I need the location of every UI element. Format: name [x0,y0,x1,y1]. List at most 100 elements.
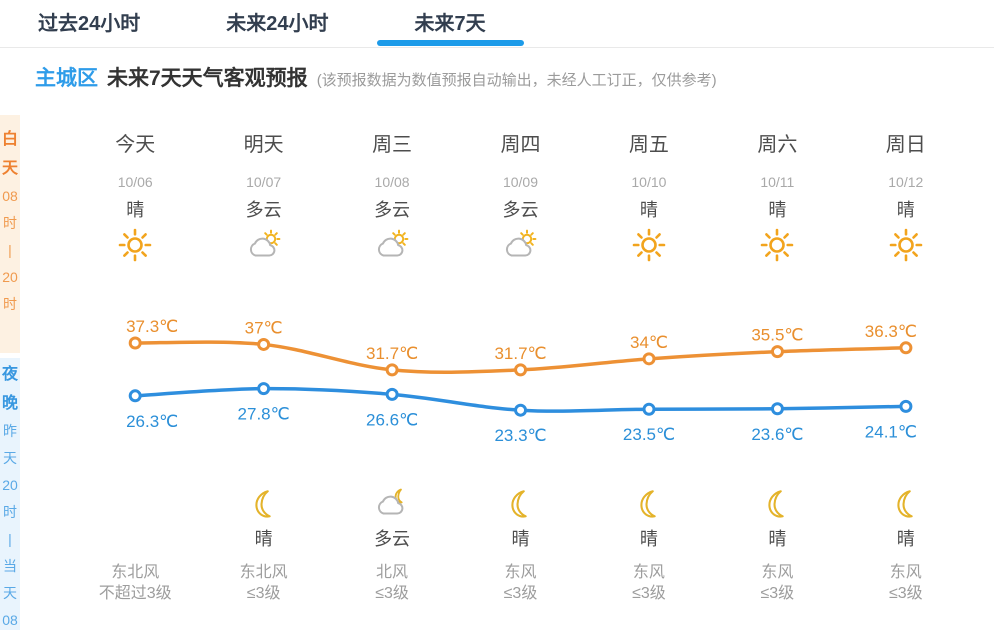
day-condition: 多云 [245,200,282,220]
day-name: 周四 [500,134,541,156]
high-temp-point [128,336,142,350]
day-icon-slot [842,225,970,265]
day-icon-slot [328,225,456,265]
night-condition: 晴 [768,529,787,549]
cloud-sun-icon [249,229,281,257]
low-temp-label: 23.3℃ [494,426,546,445]
day-condition: 晴 [768,200,787,220]
day-name: 今天 [115,134,156,156]
day-date: 10/07 [246,174,282,190]
night-column [71,483,199,552]
day-condition: 晴 [896,200,915,220]
night-icon-slot [585,483,713,521]
tab-next-24h[interactable]: 未来24小时 [226,13,329,35]
wind-column: 北风 ≤3级 [328,562,456,604]
night-column: 晴 [842,483,970,552]
wind-direction: 北风 [376,564,409,581]
night-column: 晴 [585,483,713,552]
tab-next-7days[interactable]: 未来7天 [376,7,524,46]
wind-column: 东风 ≤3级 [456,562,584,604]
night-column: 晴 [713,483,841,552]
day-name: 周日 [885,134,926,156]
low-temp-label: 26.3℃ [126,412,178,431]
high-temp-label: 36.3℃ [865,322,917,341]
low-temp-point [385,387,399,401]
day-condition: 多云 [374,200,411,220]
low-temp-label: 24.1℃ [865,422,917,441]
sidebar-night-strip: 夜晚昨天 20 时 | 当天 08 [0,358,20,630]
night-condition-row: 晴 多云 晴 晴 晴 晴 [71,483,970,552]
night-condition: 晴 [896,529,915,549]
wind-direction: 东北风 [111,564,160,581]
day-icon-slot [71,225,199,265]
low-temp-point [770,402,784,416]
high-temp-label: 37℃ [245,318,283,337]
day-icon-slot [585,225,713,265]
high-temp-point [642,352,656,366]
day-column: 周三 10/08 多云 [328,130,456,265]
low-temp-point [257,382,271,396]
low-temp-point [128,389,142,403]
moon-icon [640,490,656,518]
night-icon-slot [328,483,456,521]
high-temp-point [385,363,399,377]
wind-level: ≤3级 [375,585,409,602]
wind-direction: 东风 [761,564,794,581]
sun-icon [889,228,923,262]
high-temp-point [770,345,784,359]
wind-direction: 东北风 [239,564,288,581]
night-column: 多云 [328,483,456,552]
sun-icon [761,228,794,262]
wind-level: ≤3级 [503,585,538,602]
day-icon-slot [713,225,841,265]
day-date: 10/09 [502,174,539,190]
night-column: 晴 [199,483,327,552]
wind-direction: 东风 [889,564,922,581]
cloud-sun-icon [506,229,537,257]
night-icon-slot [199,483,327,521]
wind-column: 东风 ≤3级 [585,562,713,604]
wind-column: 东北风 ≤3级 [199,562,327,604]
day-date: 10/12 [888,174,924,190]
night-condition: 晴 [511,529,530,549]
wind-direction: 东风 [504,564,537,581]
wind-level: ≤3级 [246,585,281,602]
moon-icon [511,490,528,518]
disclaimer-note: (该预报数据为数值预报自动输出，未经人工订正，仅供参考) [316,72,717,89]
region-label: 主城区 [35,67,98,90]
day-column: 周六 10/11 晴 [713,130,841,265]
low-temp-label: 26.6℃ [366,410,418,429]
low-temp-point [642,402,656,416]
night-condition: 晴 [639,529,658,549]
wind-level: ≤3级 [760,585,795,602]
day-name: 周五 [628,134,669,156]
sun-icon [632,228,666,262]
tab-past-24h[interactable]: 过去24小时 [38,13,141,35]
day-header-row: 今天 10/06 晴 明天 10/07 多云 周三 10/08 多云 周四 10… [71,130,970,265]
night-condition: 晴 [254,529,273,549]
low-temp-point [514,403,528,417]
cloud-moon-icon [378,488,404,515]
high-temp-label: 34℃ [630,333,668,352]
wind-row: 东北风 不超过3级 东北风 ≤3级 北风 ≤3级 东风 ≤3级 东风 ≤3级 东… [71,562,970,604]
night-icon-slot [456,483,584,521]
wind-level: ≤3级 [888,585,923,602]
wind-direction: 东风 [632,564,665,581]
wind-level: 不超过3级 [98,585,172,602]
night-column: 晴 [456,483,584,552]
wind-column: 东北风 不超过3级 [71,562,199,604]
day-column: 周日 10/12 晴 [842,130,970,265]
wind-column: 东风 ≤3级 [713,562,841,604]
day-date: 10/11 [760,174,795,190]
day-column: 明天 10/07 多云 [199,130,327,265]
temperature-chart: 37.3℃ 37℃ 31.7℃ 31.7℃ 34℃ 35.5℃ 36.3℃ 26.3℃ 27.8… [126,317,917,445]
day-date: 10/08 [374,174,410,190]
low-temp-label: 27.8℃ [238,405,290,424]
cloud-sun-icon [378,229,409,257]
moon-icon [255,490,271,518]
high-temp-point [257,337,271,351]
night-icon-slot [842,483,970,521]
low-temp-point [899,399,913,413]
high-temp-point [899,341,913,355]
